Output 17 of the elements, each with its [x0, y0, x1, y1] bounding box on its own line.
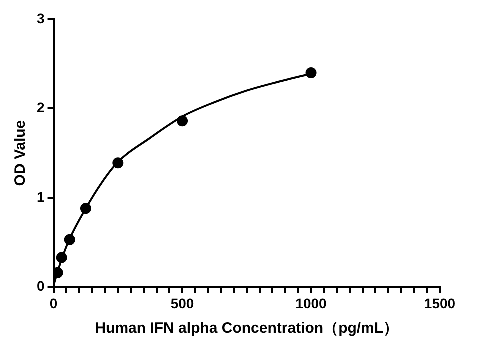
x-tick-label: 1000: [296, 295, 328, 312]
y-axis-title: OD Value: [12, 120, 30, 186]
point: [112, 158, 124, 169]
y-tick-label: 1: [36, 188, 45, 205]
point: [54, 267, 64, 278]
x-tick-label: 0: [50, 295, 58, 312]
point: [56, 252, 68, 264]
x-axis-title: Human IFN alpha Concentration（pg/mL）: [95, 320, 399, 338]
point: [306, 67, 317, 78]
point: [64, 234, 76, 246]
y-tick-label: 0: [36, 278, 45, 294]
x-tick-label: 1500: [424, 295, 456, 312]
y-tick-label: 3: [36, 10, 45, 26]
point: [177, 116, 188, 127]
x-tick-label: 500: [170, 295, 194, 312]
point: [80, 203, 92, 214]
y-tick-label: 2: [36, 100, 45, 116]
